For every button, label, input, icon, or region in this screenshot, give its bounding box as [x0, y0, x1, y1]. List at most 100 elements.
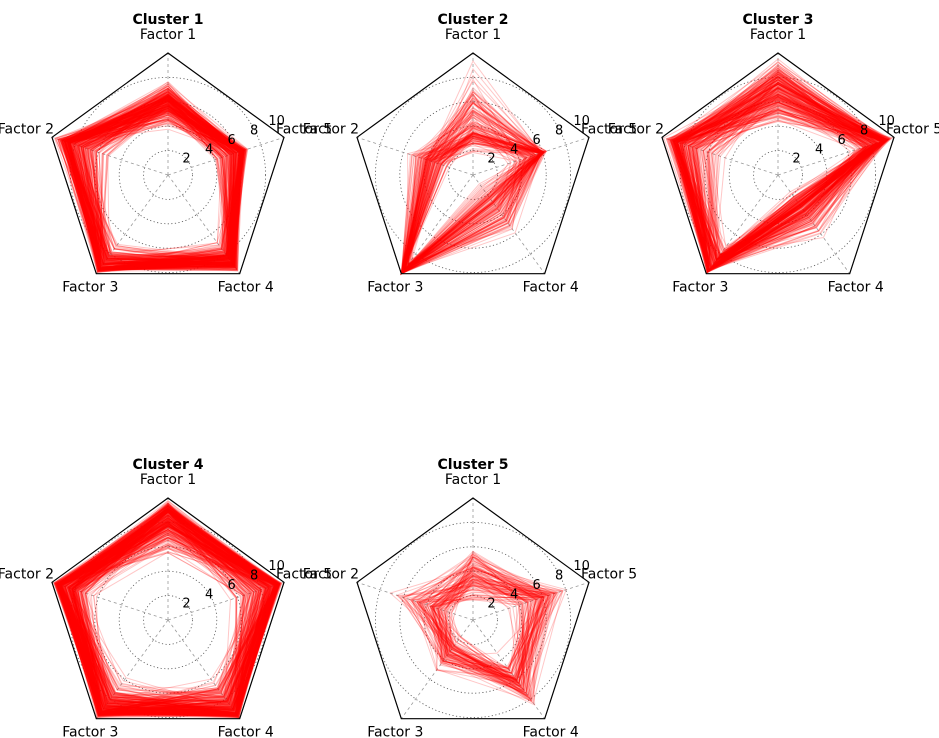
profile-line — [403, 140, 542, 271]
profile-line — [672, 76, 874, 265]
profile-line — [95, 506, 280, 715]
profile-line — [65, 96, 243, 271]
grid-circle — [118, 125, 218, 225]
profile-line — [65, 106, 242, 270]
profile-line — [403, 109, 545, 271]
profile-line — [401, 579, 531, 685]
profile-line — [77, 96, 245, 266]
profile-line — [89, 102, 242, 264]
profile-line — [431, 570, 537, 682]
profile-line — [58, 510, 274, 713]
grid-circle — [94, 101, 242, 249]
profile-line — [68, 518, 269, 699]
profile-line — [73, 96, 244, 271]
profile-line — [438, 552, 549, 694]
profile-line — [687, 120, 887, 272]
profile-line — [70, 511, 262, 715]
profile-line — [89, 534, 250, 714]
profile-line — [672, 102, 890, 271]
profile-line — [62, 108, 230, 265]
profile-line — [62, 104, 232, 270]
profile-line — [695, 84, 889, 274]
profile-line — [68, 110, 243, 269]
profile-line — [404, 131, 528, 270]
profile-line — [59, 511, 279, 716]
profile-line — [62, 521, 245, 716]
profile-line — [67, 511, 270, 701]
profile-line — [433, 593, 535, 678]
profile-line — [63, 93, 241, 269]
profile-line — [674, 114, 866, 261]
profile-line — [57, 512, 267, 703]
profile-line — [671, 102, 883, 272]
tick-label: 10 — [573, 114, 590, 129]
profile-line — [67, 122, 246, 270]
profile-line — [53, 504, 252, 715]
profile-line — [68, 101, 245, 267]
profile-line — [68, 98, 228, 271]
profile-line — [670, 116, 866, 271]
profile-line — [675, 93, 867, 260]
profile-line — [64, 97, 232, 270]
profile-line — [705, 96, 878, 257]
profile-line — [673, 101, 884, 274]
profile-line — [691, 97, 888, 272]
profile-line — [409, 131, 546, 263]
profile-line — [57, 529, 266, 710]
profile-line — [87, 106, 240, 271]
profile-line — [670, 81, 886, 259]
profile-line — [70, 511, 280, 715]
profile-line — [407, 121, 543, 265]
grid-circle — [448, 595, 498, 645]
profile-line — [400, 114, 544, 275]
profile-line — [674, 75, 874, 271]
profile-line — [68, 106, 243, 262]
profile-line — [687, 112, 893, 267]
profile-line — [408, 151, 542, 264]
profile-line — [62, 517, 278, 715]
profile-line — [58, 119, 235, 267]
profile-line — [56, 516, 276, 699]
profile-line — [86, 100, 242, 262]
profile-line — [407, 101, 537, 266]
profile-line — [669, 95, 866, 260]
profile-line — [60, 89, 242, 268]
profile-line — [68, 96, 238, 271]
grid-circle — [118, 570, 218, 670]
profile-line — [395, 567, 544, 681]
profile-line — [61, 112, 244, 272]
profile-line — [400, 138, 543, 275]
profile-line — [64, 534, 279, 716]
profile-line — [60, 507, 277, 715]
profile-line — [400, 120, 545, 276]
profile-line — [57, 522, 251, 717]
profile-line — [67, 95, 240, 264]
profile-line — [673, 103, 871, 269]
profile-line — [58, 119, 242, 262]
profile-line — [80, 105, 244, 260]
profile-line — [69, 96, 234, 269]
tick-label: 6 — [227, 578, 235, 593]
profile-line — [69, 91, 230, 271]
profile-line — [402, 137, 548, 273]
profile-line — [64, 517, 276, 709]
profile-line — [63, 510, 276, 714]
profile-line — [53, 511, 272, 715]
profile-line — [58, 525, 276, 715]
profile-line — [404, 126, 547, 269]
profile-line — [60, 511, 255, 711]
profile-line — [98, 104, 241, 271]
profile-line — [66, 100, 247, 268]
profile-line — [443, 578, 539, 670]
profile-line — [59, 511, 242, 715]
profile-line — [400, 102, 545, 275]
tick-label: 8 — [860, 124, 868, 139]
profile-line — [55, 99, 228, 262]
profile-line — [675, 92, 870, 269]
axis-label: Factor 2 — [303, 566, 359, 582]
profile-line — [66, 512, 262, 717]
profile-line — [678, 108, 856, 272]
profile-line — [59, 501, 275, 715]
profile-line — [669, 103, 887, 263]
tick-label: 2 — [487, 152, 495, 167]
